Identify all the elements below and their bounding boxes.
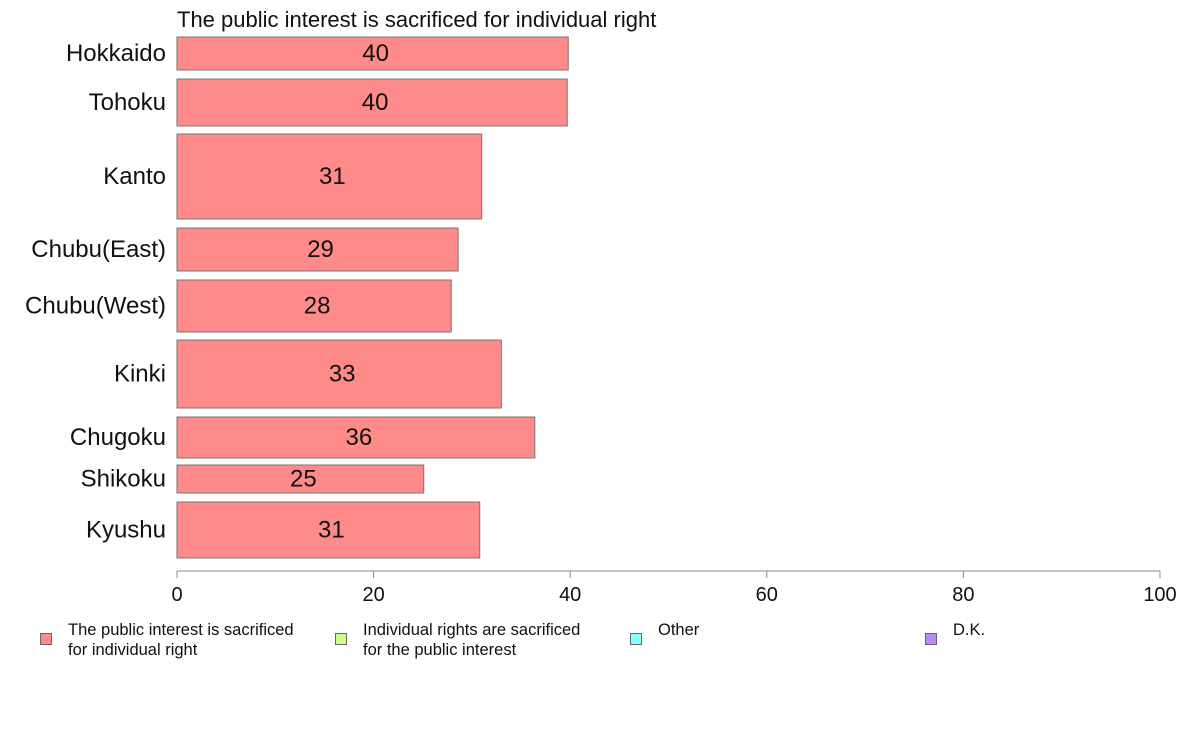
bar [176,78,568,127]
data-label: 29 [307,236,334,263]
bar [176,416,536,459]
bar [176,36,569,71]
legend-item-other: Other [630,620,699,645]
data-label: 33 [329,361,356,388]
x-tick-label: 100 [1143,584,1176,606]
legend: The public interest is sacrificed for in… [0,620,1188,680]
legend-swatch [630,633,642,645]
x-axis: 0 20 40 60 80 100 [171,570,1177,606]
category-label: Chubu(East) [31,236,166,263]
category-label: Tohoku [89,89,166,116]
data-label: 31 [319,163,346,190]
bars-group: Hokkaido 40 Tohoku 40 Kanto 31 Chubu(East) 29 Ch… [25,36,569,559]
legend-swatch [925,633,937,645]
legend-label: Individual rights are sacrificed for the… [363,621,581,659]
legend-label: Other [658,621,700,639]
bar [176,279,452,333]
bar [176,339,502,409]
bar [176,133,483,220]
legend-label: The public interest is sacrificed for in… [68,621,294,659]
category-label: Kanto [103,163,166,190]
x-tick-label: 60 [756,584,778,606]
data-label: 36 [346,424,373,451]
legend-item-individual-rights-sacrificed: Individual rights are sacrificed for the… [335,620,580,660]
category-label: Kinki [114,361,166,388]
x-tick-label: 40 [559,584,581,606]
data-label: 40 [362,40,389,67]
legend-label: D.K. [953,621,986,639]
category-label: Chugoku [70,424,166,451]
category-label: Kyushu [86,517,166,544]
legend-swatch [40,633,52,645]
x-tick-label: 0 [171,584,182,606]
x-tick-label: 20 [362,584,384,606]
category-label: Shikoku [81,466,166,493]
data-label: 28 [304,293,331,320]
data-label: 25 [290,466,317,493]
category-label: Chubu(West) [25,293,166,320]
data-label: 40 [362,89,389,116]
bar [176,501,481,559]
bar [176,464,425,494]
legend-item-public-interest-sacrificed: The public interest is sacrificed for in… [40,620,294,660]
legend-swatch [335,633,347,645]
bar [176,227,459,272]
x-tick-label: 80 [952,584,974,606]
category-label: Hokkaido [66,40,166,67]
chart-title: The public interest is sacrificed for in… [177,7,656,32]
legend-item-dk: D.K. [925,620,985,645]
data-label: 31 [318,517,345,544]
